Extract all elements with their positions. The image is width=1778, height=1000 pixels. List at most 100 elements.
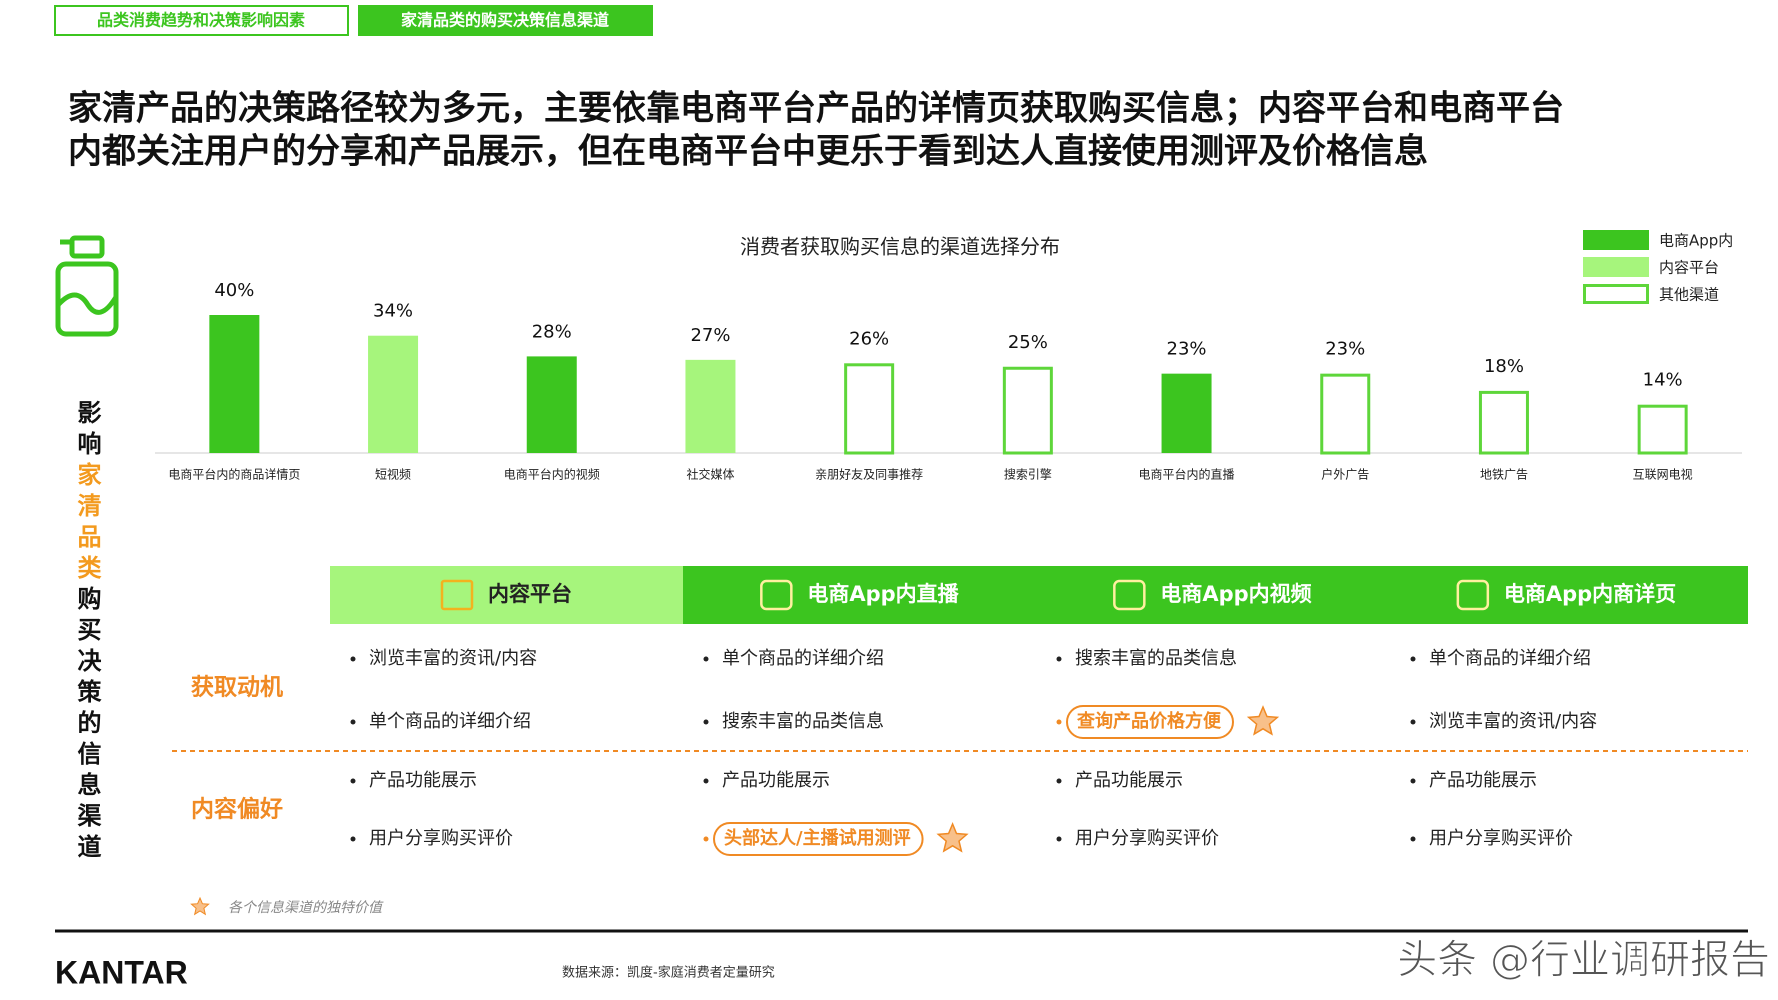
x-tick-label: 搜索引擎 <box>1004 467 1052 482</box>
side-title-part: 购买决策的信息渠道 <box>73 586 101 865</box>
chart-title: 消费者获取购买信息的渠道选择分布 <box>740 235 1060 259</box>
bar <box>1320 373 1371 455</box>
bar <box>1478 390 1529 455</box>
x-tick-label: 短视频 <box>375 467 411 482</box>
cell-text: 用户分享购买评价 <box>369 828 513 849</box>
tab[interactable] <box>54 5 349 36</box>
bullet <box>1056 656 1062 662</box>
data-label: 14% <box>1643 370 1683 391</box>
bar <box>1161 373 1212 453</box>
cell-text: 产品功能展示 <box>722 770 830 791</box>
x-tick-label: 互联网电视 <box>1633 467 1693 482</box>
highlight-pill <box>1066 705 1234 739</box>
bullet <box>703 778 709 784</box>
cell-text: 搜索丰富的品类信息 <box>1075 648 1237 669</box>
cell-text: 单个商品的详细介绍 <box>722 648 884 669</box>
bar <box>685 359 736 453</box>
table-header-first <box>330 566 683 624</box>
bar <box>1002 366 1053 455</box>
legend-swatch <box>1583 284 1649 304</box>
column-icon <box>1456 579 1490 611</box>
column-header: 内容平台 <box>488 582 572 606</box>
data-label: 25% <box>1008 332 1048 353</box>
bar <box>1637 404 1688 455</box>
tab-label[interactable]: 家清品类的购买决策信息渠道 <box>401 11 609 30</box>
side-title: 影响家清品类购买决策的信息渠道 <box>70 400 105 865</box>
data-label: 26% <box>849 328 889 349</box>
side-title-part: 家清品类 <box>73 462 101 586</box>
bullet <box>1410 656 1416 662</box>
bullet <box>350 836 356 842</box>
headline: 内都关注用户的分享和产品展示，但在电商平台中更乐于看到达人直接使用测评及价格信息 <box>68 132 1428 172</box>
headline: 家清产品的决策路径较为多元，主要依靠电商平台产品的详情页获取购买信息；内容平台和… <box>68 89 1564 129</box>
cell-text: 产品功能展示 <box>369 770 477 791</box>
bullet <box>703 719 709 725</box>
bullet <box>703 656 709 662</box>
bottle-icon <box>55 235 119 337</box>
cell-text: 产品功能展示 <box>1075 770 1183 791</box>
bullet <box>1410 778 1416 784</box>
legend-swatch <box>1583 257 1649 277</box>
footnote: 各个信息渠道的独特价值 <box>228 900 384 916</box>
bullet <box>1410 719 1416 725</box>
row-label: 获取动机 <box>191 675 283 701</box>
bullet <box>1410 836 1416 842</box>
data-label: 34% <box>373 301 413 322</box>
x-tick-label: 亲朋好友及同事推荐 <box>815 468 923 482</box>
column-icon <box>1113 579 1146 611</box>
x-tick-label: 社交媒体 <box>686 467 734 482</box>
legend-label: 内容平台 <box>1659 259 1719 277</box>
tab-label[interactable]: 品类消费趋势和决策影响因素 <box>97 11 305 30</box>
bullet <box>350 719 356 725</box>
data-label: 23% <box>1325 339 1365 360</box>
data-label: 40% <box>214 280 254 301</box>
source: 数据来源：凯度-家庭消费者定量研究 <box>562 965 775 981</box>
column-header: 电商App内商详页 <box>1504 582 1676 606</box>
column-icon <box>760 579 793 611</box>
bullet <box>350 656 356 662</box>
cell-text: 用户分享购买评价 <box>1075 828 1219 849</box>
star-icon <box>936 822 969 853</box>
x-tick-label: 户外广告 <box>1321 467 1369 482</box>
column-header: 电商App内视频 <box>1160 582 1311 606</box>
bullet <box>1056 778 1062 784</box>
star-icon <box>190 896 210 916</box>
bar <box>209 315 260 453</box>
data-label: 18% <box>1484 356 1524 377</box>
bullet <box>1056 836 1062 842</box>
x-tick-label: 电商平台内的直播 <box>1139 467 1235 482</box>
data-label: 28% <box>532 321 572 342</box>
side-title-part: 影响 <box>73 400 101 462</box>
bar <box>526 356 577 453</box>
logo: KANTAR <box>55 954 188 990</box>
data-label: 27% <box>690 325 730 346</box>
x-tick-label: 电商平台内的商品详情页 <box>168 467 300 482</box>
cell-text: 浏览丰富的资讯/内容 <box>1429 711 1597 732</box>
row-label: 内容偏好 <box>191 796 283 823</box>
star-icon <box>1246 705 1280 736</box>
column-icon <box>440 579 474 611</box>
cell-text: 单个商品的详细介绍 <box>1429 648 1591 669</box>
cell-text: 搜索丰富的品类信息 <box>722 711 884 732</box>
cell-text: 头部达人/主播试用测评 <box>724 827 911 849</box>
bullet <box>703 836 709 842</box>
bar <box>368 335 419 453</box>
data-label: 23% <box>1167 339 1207 360</box>
bullet <box>350 778 356 784</box>
cell-text: 产品功能展示 <box>1429 770 1537 791</box>
x-tick-label: 地铁广告 <box>1480 468 1528 482</box>
highlight-pill <box>713 822 924 856</box>
watermark: 头条 @行业调研报告 <box>1397 937 1770 983</box>
legend-label: 其他渠道 <box>1659 286 1719 304</box>
cell-text: 浏览丰富的资讯/内容 <box>369 648 537 669</box>
legend-label: 电商App内 <box>1659 232 1733 250</box>
tab-active[interactable] <box>358 5 653 36</box>
x-tick-label: 电商平台内的视频 <box>504 467 600 482</box>
bullet <box>1056 719 1062 725</box>
cell-text: 查询产品价格方便 <box>1077 710 1222 732</box>
bar <box>844 363 895 455</box>
column-header: 电商App内直播 <box>807 582 959 606</box>
legend-swatch <box>1583 230 1649 250</box>
